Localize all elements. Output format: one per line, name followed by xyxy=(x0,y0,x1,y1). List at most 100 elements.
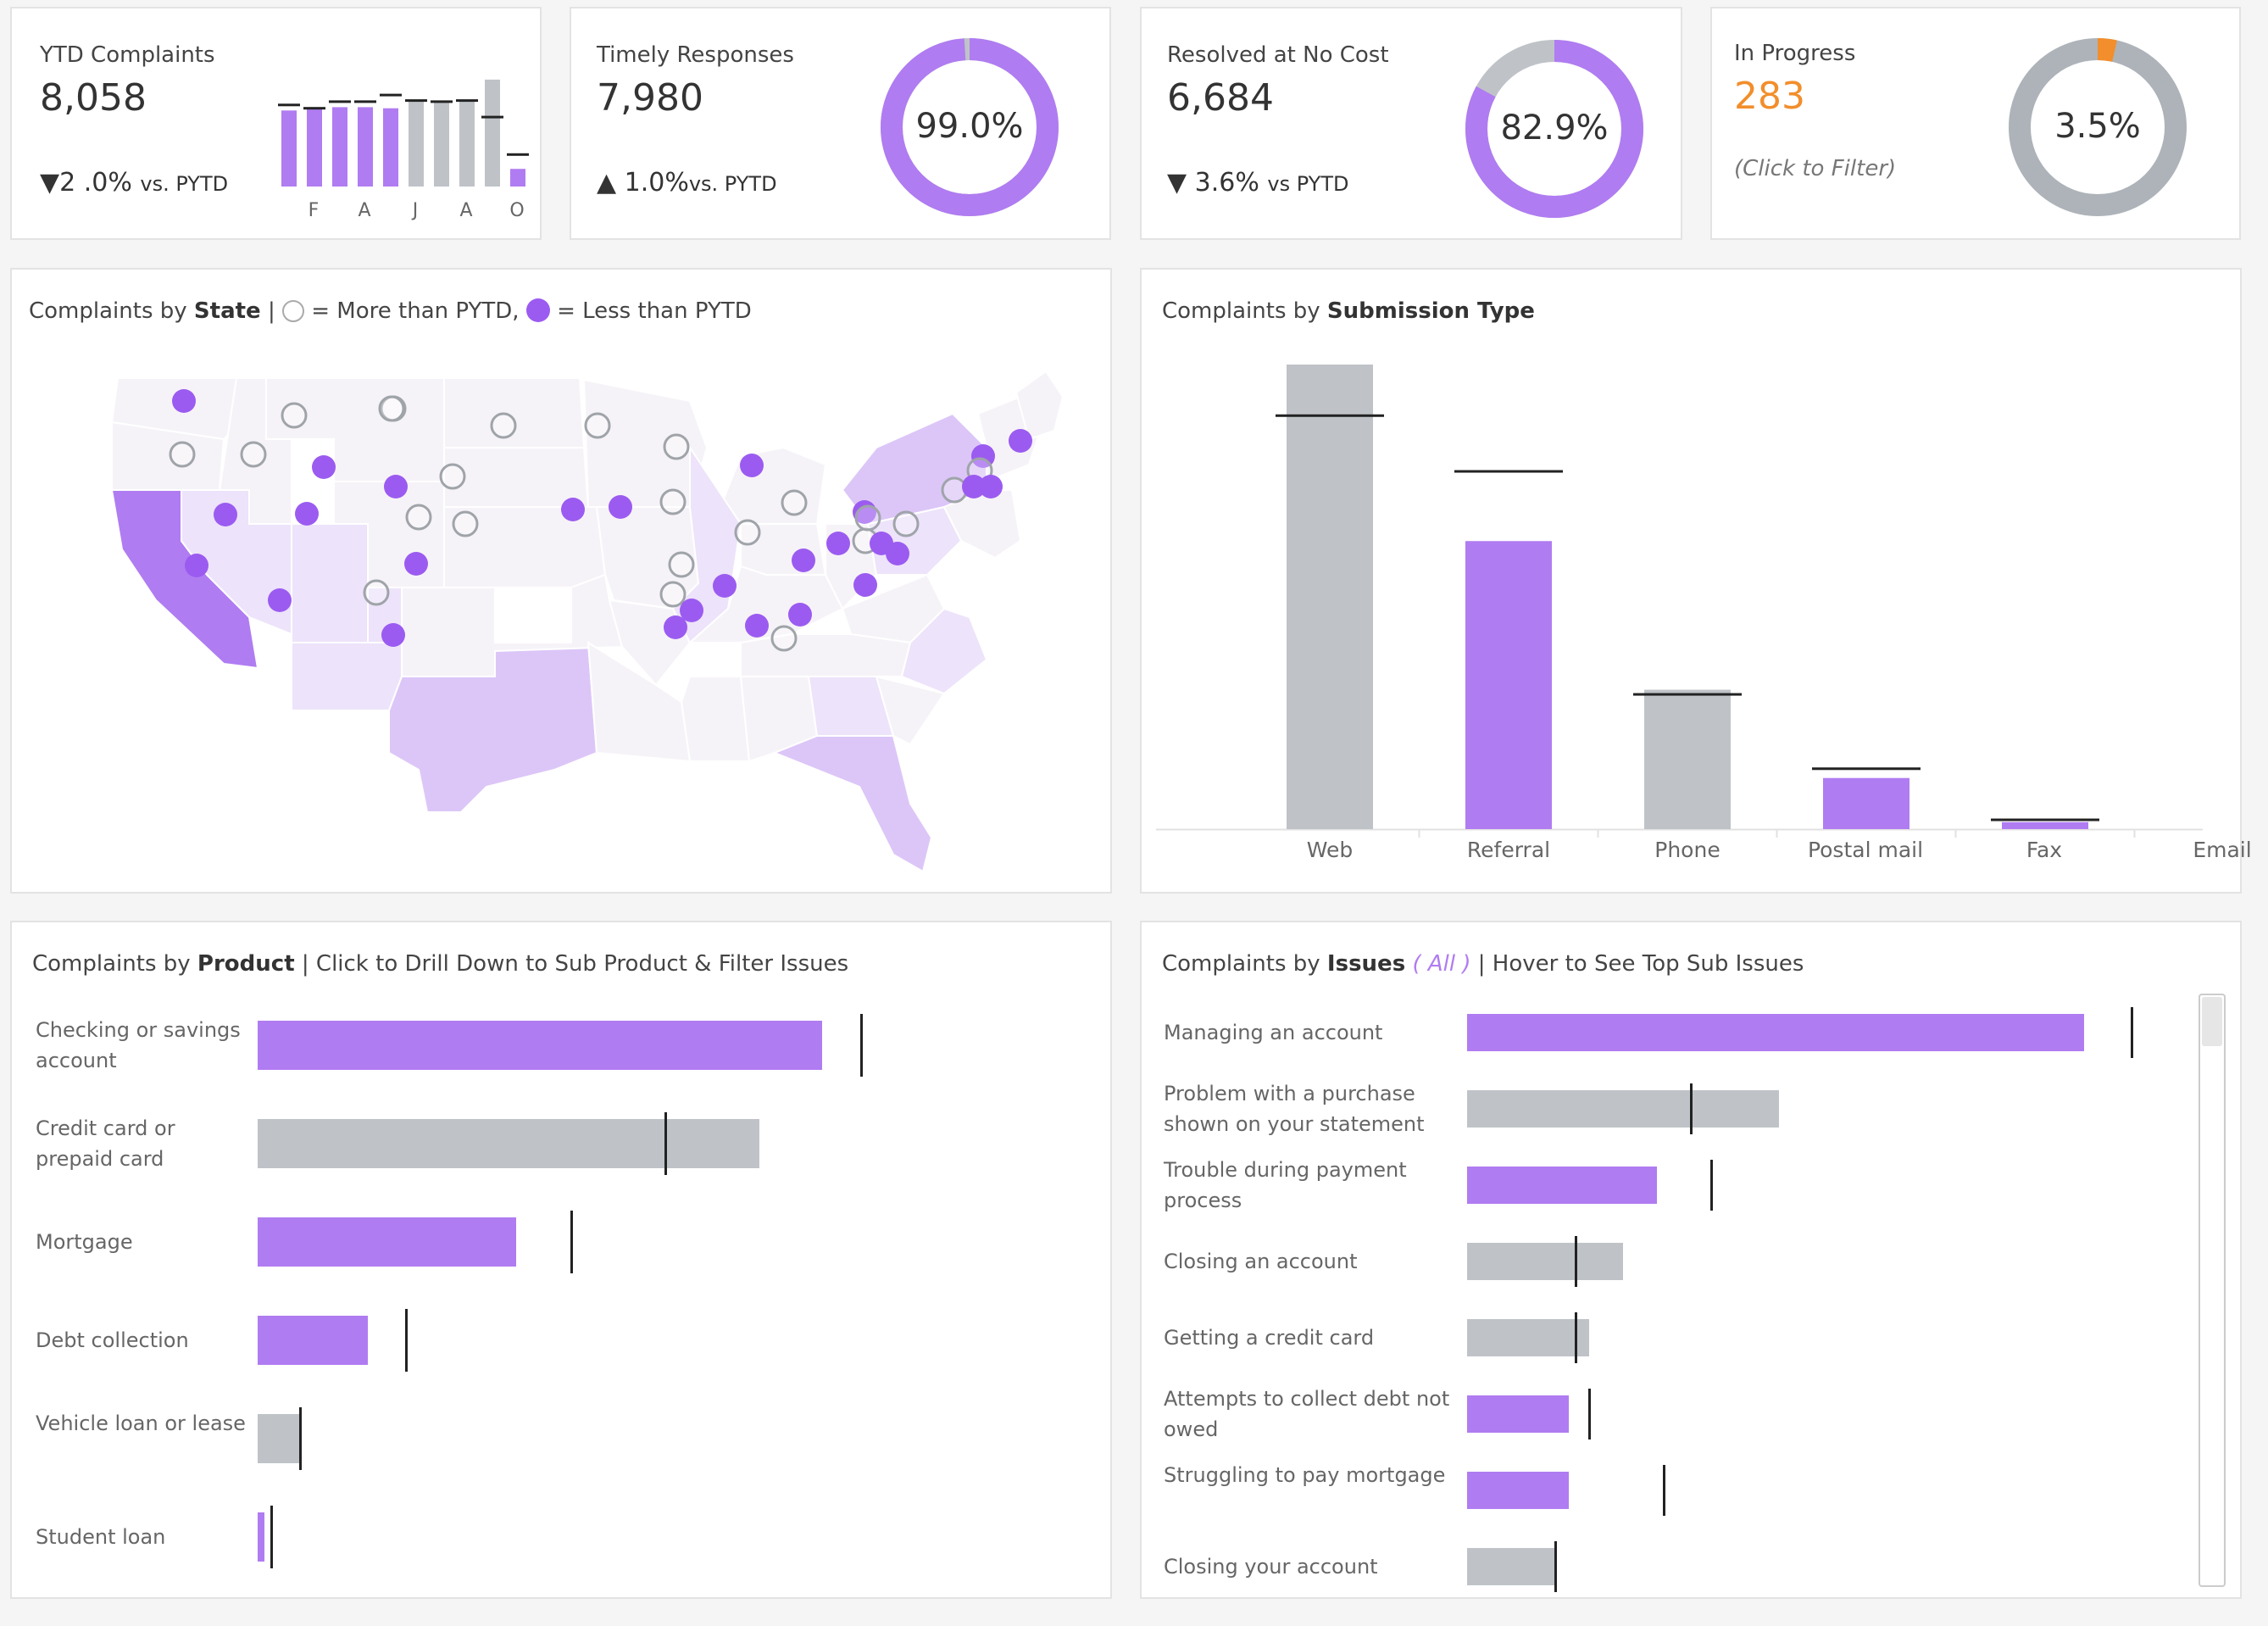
row-bar[interactable] xyxy=(1467,1548,1555,1585)
sparkline-bar-chart[interactable] xyxy=(266,51,529,203)
scrollbar-thumb[interactable] xyxy=(2202,997,2222,1046)
down-arrow-icon: ▼ xyxy=(1167,168,1187,198)
pytd-reference-tick xyxy=(1454,470,1563,473)
pytd-reference-tick xyxy=(1709,1160,1713,1211)
submission-bar xyxy=(1465,541,1552,829)
state-region xyxy=(942,489,1022,560)
state-regions[interactable] xyxy=(110,370,1065,873)
spark-month-label: O xyxy=(509,200,525,221)
spark-bar xyxy=(307,109,322,187)
issues-filter-close: ) xyxy=(1455,951,1471,977)
state-markers[interactable] xyxy=(169,389,1032,652)
in-progress-donut-label: 3.5% xyxy=(2054,107,2141,146)
spark-bar xyxy=(281,110,297,187)
kpi-timely-card[interactable]: Timely Responses 7,980 ▲ 1.0%vs. PYTD 99… xyxy=(570,7,1111,240)
timely-donut-chart[interactable] xyxy=(868,25,1071,229)
less-than-pytd-marker xyxy=(295,502,319,526)
kpi-ytd-card[interactable]: YTD Complaints 8,058 ▼2 .0% vs. PYTD F A… xyxy=(10,7,542,240)
submission-bar xyxy=(1287,365,1373,829)
spark-pytd-tick xyxy=(278,103,300,107)
state-region xyxy=(772,735,933,873)
resolved-donut-chart[interactable] xyxy=(1453,27,1656,231)
scrollbar-track[interactable] xyxy=(2199,994,2226,1587)
spark-bar xyxy=(510,169,525,187)
in-progress-donut-chart[interactable] xyxy=(1996,25,2199,229)
row-label[interactable]: Trouble during payment process xyxy=(1164,1158,1407,1212)
issues-panel: Complaints by Issues ( All ) | Hover to … xyxy=(1140,921,2242,1599)
kpi-timely-delta: ▲ 1.0%vs. PYTD xyxy=(597,168,777,198)
less-than-pytd-marker xyxy=(745,614,769,638)
less-than-pytd-marker xyxy=(381,623,405,647)
pytd-reference-tick xyxy=(664,1112,667,1175)
spark-month-label: J xyxy=(412,200,419,221)
more-than-pytd-marker xyxy=(659,581,687,608)
spark-bar xyxy=(332,107,347,187)
up-arrow-icon: ▲ xyxy=(597,168,617,198)
more-than-pytd-marker xyxy=(281,402,308,429)
state-region xyxy=(443,447,590,508)
row-bar[interactable] xyxy=(258,1021,822,1070)
row-label[interactable]: Mortgage xyxy=(36,1230,133,1254)
kpi-timely-delta-suffix: vs. PYTD xyxy=(688,172,777,196)
less-than-pytd-marker xyxy=(979,475,1003,498)
more-than-pytd-marker xyxy=(892,510,920,537)
less-than-pytd-marker xyxy=(268,588,292,612)
less-than-pytd-marker xyxy=(561,498,585,521)
row-label[interactable]: Problem with a purchase shown on your st… xyxy=(1164,1082,1425,1136)
submission-type-bar-chart[interactable] xyxy=(1152,346,2220,871)
issues-filter-value[interactable]: All xyxy=(1427,951,1456,977)
row-label[interactable]: Closing your account xyxy=(1164,1555,1378,1579)
product-title: Complaints by Product | Click to Drill D… xyxy=(32,951,849,977)
issues-filter-open: ( xyxy=(1412,951,1428,977)
row-label[interactable]: Credit card or prepaid card xyxy=(36,1116,175,1171)
row-bar[interactable] xyxy=(258,1119,759,1168)
kpi-resolved-delta: ▼ 3.6% vs PYTD xyxy=(1167,168,1348,198)
row-bar[interactable] xyxy=(1467,1167,1657,1204)
row-bar[interactable] xyxy=(258,1217,517,1267)
more-than-pytd-marker xyxy=(668,551,695,578)
spark-month-label: A xyxy=(358,200,371,221)
us-state-map[interactable] xyxy=(97,363,1114,888)
state-region xyxy=(900,607,988,695)
less-than-pytd-marker xyxy=(826,532,850,555)
less-than-pytd-marker xyxy=(312,455,336,479)
row-label[interactable]: Vehicle loan or lease xyxy=(36,1412,246,1435)
donut-fill-arc xyxy=(2009,38,2187,216)
state-region xyxy=(680,676,751,762)
kpi-in-progress-card[interactable]: In Progress 283 (Click to Filter) 3.5% xyxy=(1710,7,2241,240)
kpi-resolved-card[interactable]: Resolved at No Cost 6,684 ▼ 3.6% vs PYTD… xyxy=(1140,7,1682,240)
spark-pytd-tick xyxy=(405,99,427,103)
row-bar[interactable] xyxy=(258,1512,265,1562)
row-label[interactable]: Closing an account xyxy=(1164,1250,1358,1273)
row-bar[interactable] xyxy=(258,1414,301,1463)
row-label[interactable]: Debt collection xyxy=(36,1328,189,1352)
more-than-pytd-marker xyxy=(734,519,761,546)
row-label[interactable]: Managing an account xyxy=(1164,1021,1383,1044)
row-label[interactable]: Struggling to pay mortgage xyxy=(1164,1463,1446,1487)
pytd-reference-tick xyxy=(1991,818,2099,821)
row-bar[interactable] xyxy=(1467,1014,2084,1051)
pytd-reference-tick xyxy=(405,1309,409,1372)
donut-fill-arc xyxy=(1465,40,1643,218)
row-bar[interactable] xyxy=(1467,1090,1779,1128)
x-axis-label: Postal mail xyxy=(1807,838,1924,862)
row-label[interactable]: Student loan xyxy=(36,1525,166,1549)
pytd-reference-tick xyxy=(299,1407,303,1470)
row-bar[interactable] xyxy=(1467,1319,1589,1356)
less-than-pytd-marker xyxy=(853,573,877,597)
row-bar[interactable] xyxy=(1467,1472,1569,1509)
row-bar[interactable] xyxy=(1467,1395,1569,1433)
less-than-pytd-marker xyxy=(185,554,208,577)
kpi-resolved-delta-value: 3.6% xyxy=(1194,168,1259,198)
row-label[interactable]: Attempts to collect debt not owed xyxy=(1164,1387,1450,1441)
row-label[interactable]: Checking or savings account xyxy=(36,1018,241,1072)
spark-pytd-tick xyxy=(431,100,453,103)
less-than-pytd-marker xyxy=(740,454,764,477)
row-label[interactable]: Getting a credit card xyxy=(1164,1326,1375,1350)
spark-bar xyxy=(409,100,424,187)
row-bar[interactable] xyxy=(1467,1243,1623,1280)
kpi-ytd-delta-value: 2 .0% xyxy=(59,168,132,198)
click-to-filter-hint[interactable]: (Click to Filter) xyxy=(1734,156,1897,181)
row-bar[interactable] xyxy=(258,1316,368,1365)
state-region xyxy=(722,446,827,525)
